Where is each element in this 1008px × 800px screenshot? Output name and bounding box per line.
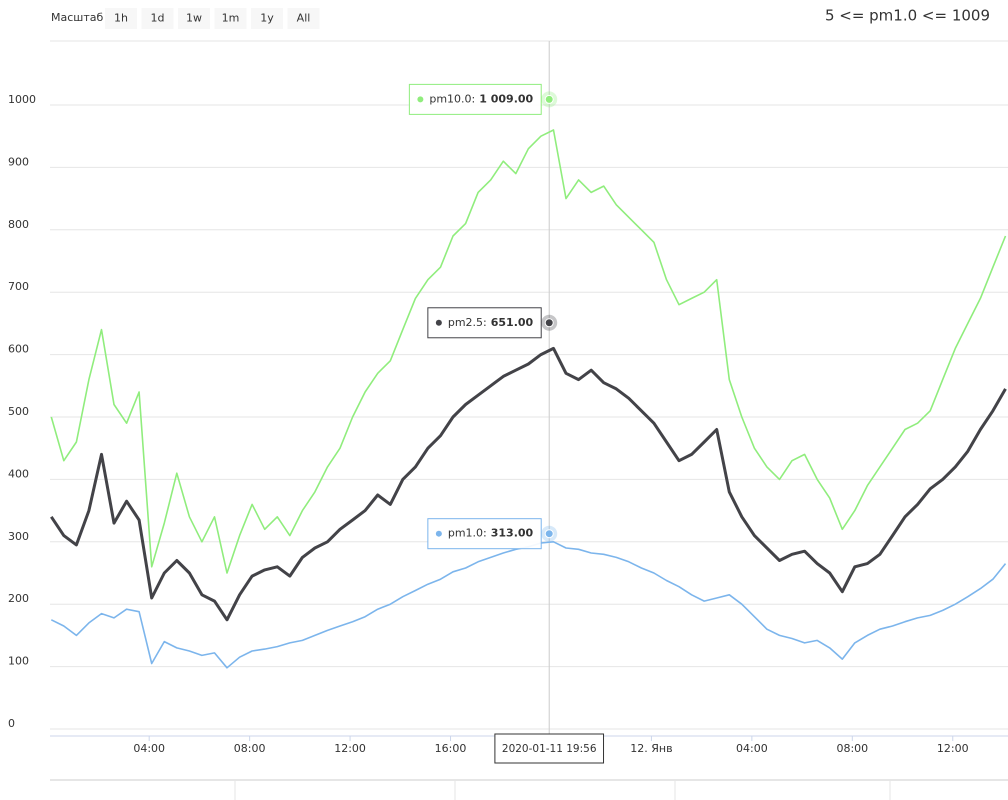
hover-point: [544, 318, 554, 328]
tooltip-dot: [435, 530, 442, 537]
crosshair-label-box: [494, 733, 605, 764]
y-tick-label: 800: [8, 218, 29, 231]
range-button-label: 1y: [260, 12, 274, 25]
x-tick-label: 12:00: [334, 742, 366, 755]
tooltip-dot: [435, 319, 442, 326]
range-button-bg: [141, 8, 174, 29]
range-button-label: All: [297, 12, 311, 25]
y-tick-label: 300: [8, 530, 29, 543]
crosshair-label-text: 2020-01-11 19:56: [502, 743, 597, 755]
y-tick-label: 100: [8, 655, 29, 668]
tooltip-box: [427, 518, 542, 550]
tooltip-text: pm2.5: 651.00: [448, 316, 534, 329]
range-button: 1y: [251, 8, 283, 29]
tooltip-value: 1 009.00: [479, 92, 533, 105]
range-button-label: 1d: [151, 12, 165, 25]
tooltip-label: pm10.0:: [429, 92, 475, 105]
hover-point: [544, 529, 554, 539]
range-button[interactable]: 1d: [141, 8, 174, 29]
navigator-grid: [234, 780, 891, 800]
y-tick-label: 900: [8, 155, 29, 168]
range-button-bg: [251, 8, 283, 29]
tooltip-dot: [417, 96, 424, 103]
x-tick-label: 04:00: [736, 742, 768, 755]
range-button-label: 1w: [186, 12, 202, 25]
tooltip-text: pm1.0: 313.00: [448, 527, 534, 540]
range-button-label: 1h: [114, 12, 128, 25]
tooltip-text: pm10.0: 1 009.00: [429, 92, 533, 105]
range-button[interactable]: 1m: [214, 8, 247, 29]
range-button-bg: [287, 8, 320, 29]
y-tick-label: 700: [8, 280, 29, 293]
range-button-bg: [105, 8, 137, 29]
tooltip-value: 313.00: [491, 527, 534, 540]
x-tick-label: 12. Янв: [630, 742, 672, 755]
crosshair-label: 2020-01-11 19:56: [494, 733, 605, 764]
tooltip-value: 651.00: [491, 316, 534, 329]
range-button-label: 1m: [222, 12, 240, 25]
tooltip-label: pm1.0:: [448, 527, 487, 540]
y-tick-label: 400: [8, 467, 29, 480]
y-tick-label: 200: [8, 592, 29, 605]
range-button[interactable]: 1h: [105, 8, 137, 29]
tooltip-box: [427, 307, 542, 339]
x-tick-label: 08:00: [234, 742, 266, 755]
range-button-bg: [178, 8, 210, 29]
range-button[interactable]: All: [287, 8, 320, 29]
tooltip: pm1.0: 313.00: [427, 518, 542, 550]
series-line: [50, 129, 1007, 574]
x-tick-label: 16:00: [435, 742, 467, 755]
y-tick-label: 500: [8, 405, 29, 418]
chart-title: 5 <= pm1.0 <= 1009: [825, 7, 990, 25]
y-tick-label: 0: [8, 717, 15, 730]
range-label: Масштаб: [51, 11, 103, 24]
x-tick-label: 04:00: [133, 742, 165, 755]
x-tick-label: 08:00: [836, 742, 868, 755]
range-button-bg: [214, 8, 247, 29]
tooltip-label: pm2.5:: [448, 316, 487, 329]
hover-point: [544, 94, 554, 104]
y-tick-label: 1000: [8, 93, 36, 106]
range-button[interactable]: 1w: [178, 8, 210, 29]
y-tick-label: 600: [8, 343, 29, 356]
tooltip-box: [408, 83, 542, 115]
x-tick-label: 12:00: [937, 742, 969, 755]
tooltip: pm2.5: 651.00: [427, 307, 542, 339]
series-line: [50, 346, 1007, 622]
tooltip: pm10.0: 1 009.00: [408, 83, 542, 115]
